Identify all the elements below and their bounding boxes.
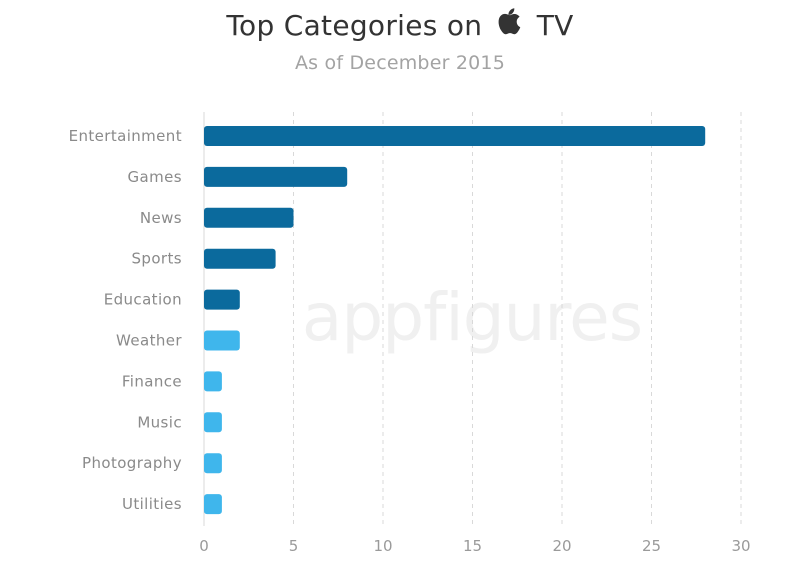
category-label-education: Education bbox=[104, 291, 182, 309]
chart-header: Top Categories on TV As of December 2015 bbox=[0, 6, 800, 74]
apple-logo-icon bbox=[498, 8, 520, 35]
category-label-weather: Weather bbox=[116, 332, 182, 350]
bar-sports bbox=[204, 248, 276, 269]
chart-subtitle: As of December 2015 bbox=[294, 52, 505, 74]
bar-entertainment bbox=[204, 126, 706, 146]
category-labels: Entertainment Games News Sports Education Wea… bbox=[69, 127, 182, 513]
bar-weather bbox=[204, 330, 240, 351]
category-label-music: Music bbox=[137, 413, 182, 431]
bars bbox=[204, 126, 706, 515]
bar-education bbox=[204, 289, 240, 310]
category-label-entertainment: Entertainment bbox=[69, 127, 182, 145]
bar-utilities bbox=[204, 494, 222, 515]
x-tick-15: 15 bbox=[463, 537, 482, 555]
x-tick-0: 0 bbox=[199, 537, 209, 555]
category-label-photography: Photography bbox=[82, 454, 182, 472]
x-tick-labels: 0 5 10 15 20 25 30 bbox=[199, 537, 750, 555]
x-tick-25: 25 bbox=[642, 537, 661, 555]
x-tick-10: 10 bbox=[373, 537, 392, 555]
watermark-part-1: app bbox=[302, 279, 423, 356]
title-prefix: Top Categories on bbox=[226, 9, 483, 42]
bar-music bbox=[204, 412, 222, 433]
bar-finance bbox=[204, 371, 222, 392]
category-label-finance: Finance bbox=[122, 372, 182, 390]
x-tick-20: 20 bbox=[552, 537, 571, 555]
watermark-text: appfigures bbox=[302, 279, 642, 356]
category-label-sports: Sports bbox=[132, 250, 182, 268]
title-suffix: TV bbox=[536, 9, 574, 42]
x-tick-5: 5 bbox=[289, 537, 299, 555]
category-label-games: Games bbox=[128, 168, 182, 186]
bar-photography bbox=[204, 453, 222, 474]
category-label-news: News bbox=[140, 209, 182, 227]
bar-games bbox=[204, 166, 348, 187]
chart-title: Top Categories on TV bbox=[0, 6, 800, 46]
x-tick-30: 30 bbox=[731, 537, 750, 555]
watermark: appfigures bbox=[302, 279, 643, 356]
watermark-part-2: figures bbox=[423, 279, 642, 356]
bar-news bbox=[204, 207, 294, 228]
category-label-utilities: Utilities bbox=[122, 495, 182, 513]
